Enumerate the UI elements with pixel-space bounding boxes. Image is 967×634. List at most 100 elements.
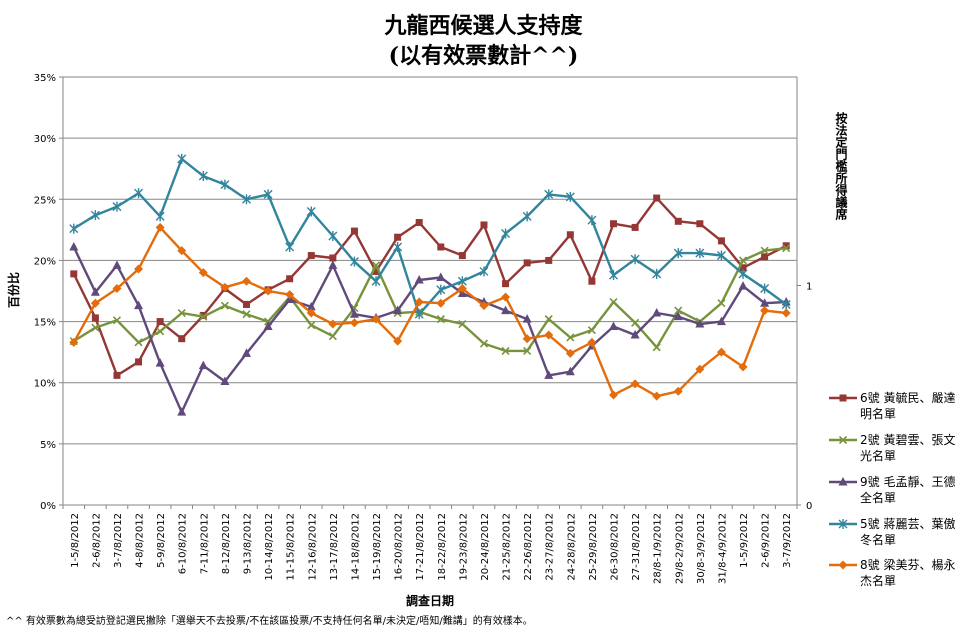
- data-point: [479, 301, 489, 311]
- x-tick-label: 4-8/8/2012: [135, 513, 146, 568]
- data-point: [69, 241, 79, 251]
- data-point: [112, 316, 122, 325]
- legend-label: 9號 毛孟靜、王德全名單: [860, 475, 956, 505]
- data-point: [371, 314, 381, 324]
- data-point: [652, 391, 662, 401]
- x-tick-label: 16-20/8/2012: [394, 513, 405, 581]
- data-point: [371, 261, 381, 270]
- x-tick-label: 18-22/8/2012: [437, 513, 448, 581]
- data-point: [220, 282, 230, 292]
- x-tick-label: 10-14/8/2012: [264, 513, 275, 581]
- data-point: [415, 219, 423, 227]
- x-axis-title: 調查日期: [406, 593, 454, 608]
- legend-swatch: [829, 519, 857, 529]
- data-point: [371, 276, 381, 287]
- legend-label: 2號 黃碧雲、張文光名單: [860, 433, 956, 463]
- data-point: [349, 318, 359, 328]
- data-point: [328, 332, 337, 341]
- data-point: [479, 339, 489, 348]
- x-tick-label: 19-23/8/2012: [458, 513, 469, 581]
- data-point: [91, 323, 100, 332]
- data-point: [414, 297, 424, 307]
- data-point: [587, 337, 597, 347]
- data-point: [716, 347, 726, 357]
- data-point: [436, 272, 446, 282]
- data-point: [566, 333, 575, 342]
- data-point: [113, 371, 121, 379]
- data-point: [220, 376, 230, 385]
- data-point: [458, 252, 466, 260]
- x-tick-label: 12-16/8/2012: [307, 513, 318, 581]
- data-point: [134, 300, 144, 310]
- data-point: [652, 308, 662, 317]
- x-tick-label: 15-19/8/2012: [372, 513, 383, 581]
- x-tick-label: 29/8-2/9/2012: [674, 513, 685, 584]
- legend-swatch: [829, 560, 857, 570]
- data-point: [242, 276, 251, 286]
- data-point: [155, 358, 165, 367]
- data-point: [155, 211, 165, 222]
- data-point: [436, 298, 446, 308]
- data-point: [436, 284, 446, 295]
- data-point: [739, 264, 747, 272]
- data-point: [479, 266, 489, 277]
- legend-swatch-marker: [838, 435, 848, 445]
- x-tick-label: 31/8-4/9/2012: [717, 513, 728, 584]
- data-point: [135, 358, 143, 366]
- y-tick-label: 5%: [40, 440, 56, 451]
- data-point: [198, 171, 208, 182]
- data-point: [587, 215, 597, 226]
- data-point: [522, 314, 532, 323]
- data-point: [177, 153, 187, 164]
- data-point: [177, 407, 187, 416]
- data-point: [328, 260, 338, 269]
- data-point: [414, 309, 424, 320]
- x-tick-label: 11-15/8/2012: [286, 513, 297, 581]
- data-point: [501, 305, 511, 315]
- data-point: [545, 256, 553, 264]
- chart-title: 九龍西候選人支持度: [384, 13, 583, 39]
- x-tick-label: 14-18/8/2012: [350, 513, 361, 581]
- x-tick-label: 3-7/9/2012: [782, 513, 793, 568]
- data-point: [544, 330, 554, 340]
- data-point: [653, 194, 661, 202]
- data-point: [134, 338, 143, 347]
- data-point: [523, 346, 532, 355]
- data-point: [436, 315, 445, 324]
- data-point: [329, 254, 337, 262]
- data-point: [587, 326, 596, 335]
- data-point: [177, 246, 187, 256]
- data-point: [220, 179, 230, 190]
- data-point: [630, 379, 640, 389]
- data-point: [566, 231, 574, 239]
- y-tick-label: 15%: [34, 318, 56, 329]
- data-point: [610, 220, 617, 228]
- data-point: [112, 201, 122, 212]
- x-tick-label: 2-6/8/2012: [91, 513, 102, 568]
- data-point: [674, 217, 682, 225]
- data-point: [696, 220, 704, 228]
- data-point: [738, 362, 748, 372]
- legend-label: 8號 梁美芬、楊永杰名單: [860, 558, 956, 588]
- data-point: [285, 241, 295, 252]
- legend-label: 6號 黃毓民、嚴達明名單: [860, 391, 956, 421]
- data-point: [673, 248, 683, 259]
- x-tick-label: 24-28/8/2012: [566, 513, 577, 581]
- data-point: [372, 267, 380, 275]
- x-tick-label: 20-24/8/2012: [480, 513, 491, 581]
- data-point: [738, 256, 748, 265]
- data-point: [544, 315, 553, 324]
- data-point: [457, 284, 467, 294]
- data-point: [285, 290, 295, 300]
- data-point: [198, 268, 208, 278]
- legend-swatch: [829, 435, 857, 445]
- data-point: [328, 230, 338, 241]
- data-point: [782, 242, 790, 250]
- x-tick-label: 25-29/8/2012: [588, 513, 599, 581]
- data-point: [782, 244, 791, 253]
- y-tick-label: 35%: [34, 73, 56, 84]
- x-tick-label: 1-5/9/2012: [739, 513, 750, 568]
- data-point: [306, 206, 316, 217]
- data-point: [155, 222, 165, 232]
